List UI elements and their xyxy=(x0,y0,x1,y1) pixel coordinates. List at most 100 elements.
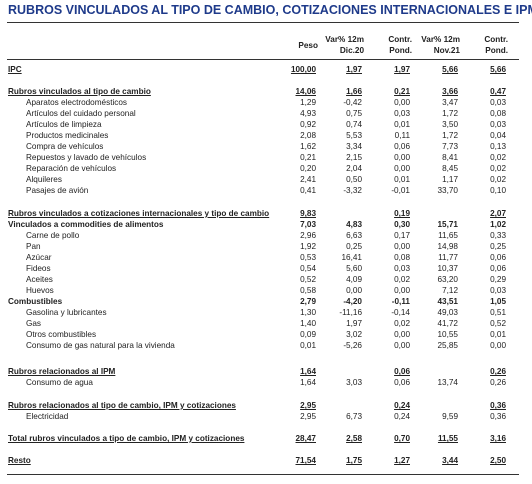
column-header-line2: Nov.21 xyxy=(433,46,460,55)
table-row: Resto 71,54 1,75 1,27 3,44 2,50 xyxy=(0,455,532,466)
column-header: Contr. Pond. xyxy=(370,34,412,56)
row-label: Rubros vinculados a cotizaciones interna… xyxy=(8,209,270,218)
row-value: 0,54 xyxy=(300,264,316,273)
row-value: 28,47 xyxy=(295,434,317,443)
row-value: 2,08 xyxy=(300,131,316,140)
row-label: Resto xyxy=(8,456,31,465)
row-value: 1,62 xyxy=(300,142,316,151)
table-row: Alquileres 2,41 0,50 0,01 1,17 0,02 xyxy=(0,174,532,185)
row-value: 0,36 xyxy=(490,401,506,410)
row-value: 0,06 xyxy=(394,142,410,151)
row-label: Combustibles xyxy=(8,297,63,306)
row-value: 0,52 xyxy=(300,275,316,284)
row-value: 5,66 xyxy=(442,65,458,74)
row-value: 10,55 xyxy=(437,330,459,339)
row-value: 8,41 xyxy=(442,153,458,162)
row-label: Aparatos electrodomésticos xyxy=(26,98,128,107)
row-value: 11,77 xyxy=(438,253,458,262)
row-value: 0,10 xyxy=(490,186,506,195)
row-value: 0,02 xyxy=(394,275,410,284)
row-value: 3,03 xyxy=(346,378,362,387)
row-value: 3,34 xyxy=(346,142,362,151)
row-value: 0,21 xyxy=(300,153,316,162)
row-value: 0,17 xyxy=(394,231,410,240)
row-value: 0,01 xyxy=(490,330,506,339)
row-value: -4,20 xyxy=(343,297,362,306)
row-value: 1,29 xyxy=(300,98,316,107)
row-value: 41,72 xyxy=(437,319,459,328)
row-value: 0,13 xyxy=(490,142,506,151)
row-value: 7,12 xyxy=(442,286,458,295)
table-row: Aceites 0,52 4,09 0,02 63,20 0,29 xyxy=(0,274,532,285)
row-value: 2,04 xyxy=(346,164,362,173)
row-value: 0,03 xyxy=(394,109,410,118)
row-value: 0,02 xyxy=(394,319,410,328)
row-value: 0,06 xyxy=(394,378,410,387)
bottom-rule xyxy=(7,474,519,475)
column-header: Var% 12m Nov.21 xyxy=(418,34,460,56)
row-value: 0,20 xyxy=(300,164,316,173)
row-value: 0,06 xyxy=(490,253,506,262)
table-row: Otros combustibles 0,09 3,02 0,00 10,55 0,01 xyxy=(0,329,532,340)
row-value: 0,04 xyxy=(490,131,506,140)
row-label: Aceites xyxy=(26,275,53,284)
row-label: Pasajes de avión xyxy=(26,186,89,195)
row-value: 0,70 xyxy=(394,434,410,443)
row-value: 2,96 xyxy=(300,231,316,240)
row-value: 16,41 xyxy=(341,253,363,262)
row-value: 15,71 xyxy=(437,220,459,229)
table-row: Huevos 0,58 0,00 0,00 7,12 0,03 xyxy=(0,285,532,296)
row-value: 0,00 xyxy=(346,286,362,295)
row-label: IPC xyxy=(8,65,22,74)
table-row: Consumo de gas natural para la vivienda 0… xyxy=(0,340,532,351)
table-row: Fideos 0,54 5,60 0,03 10,37 0,06 xyxy=(0,263,532,274)
row-value: 0,24 xyxy=(394,401,410,410)
row-value: 0,26 xyxy=(490,367,506,376)
row-value: 14,98 xyxy=(437,242,459,251)
row-value: 1,72 xyxy=(442,109,458,118)
row-value: 1,64 xyxy=(300,367,316,376)
row-value: 3,66 xyxy=(442,87,458,96)
row-value: -3,32 xyxy=(343,186,362,195)
row-value: 0,47 xyxy=(490,87,506,96)
column-header-line2: Pond. xyxy=(389,46,412,55)
row-value: 0,50 xyxy=(346,175,362,184)
row-value: 0,24 xyxy=(394,412,410,421)
table-row: Gas 1,40 1,97 0,02 41,72 0,52 xyxy=(0,318,532,329)
row-value: 0,06 xyxy=(394,367,410,376)
row-label: Alquileres xyxy=(26,175,62,184)
row-label: Gas xyxy=(26,319,42,328)
row-label: Consumo de gas natural para la vivienda xyxy=(26,341,175,350)
row-value: 0,58 xyxy=(300,286,316,295)
row-value: 4,83 xyxy=(346,220,362,229)
row-label: Consumo de agua xyxy=(26,378,93,387)
table-row: Pasajes de avión 0,41 -3,32 -0,01 33,70 0,10 xyxy=(0,185,532,196)
row-label: Carne de pollo xyxy=(26,231,80,240)
row-value: 25,85 xyxy=(437,341,459,350)
row-value: 1,97 xyxy=(394,65,410,74)
table-row: Rubros vinculados a cotizaciones interna… xyxy=(0,208,532,219)
table-row: Rubros vinculados al tipo de cambio 14,06… xyxy=(0,86,532,97)
row-value: 0,92 xyxy=(300,120,316,129)
row-label: Repuestos y lavado de vehículos xyxy=(26,153,147,162)
row-value: 0,08 xyxy=(490,109,506,118)
row-value: 2,41 xyxy=(300,175,316,184)
row-value: 63,20 xyxy=(437,275,459,284)
row-label: Fideos xyxy=(26,264,51,273)
row-value: 0,03 xyxy=(490,98,506,107)
row-value: 0,11 xyxy=(394,131,410,140)
row-value: 0,00 xyxy=(394,330,410,339)
row-value: 0,00 xyxy=(394,153,410,162)
row-label: Productos medicinales xyxy=(26,131,109,140)
row-label: Otros combustibles xyxy=(26,330,97,339)
row-value: 0,41 xyxy=(300,186,316,195)
row-value: 8,45 xyxy=(442,164,458,173)
table-row: Repuestos y lavado de vehículos 0,21 2,15 0… xyxy=(0,152,532,163)
row-label: Huevos xyxy=(26,286,54,295)
row-label: Vinculados a commodities de alimentos xyxy=(8,220,164,229)
row-value: 1,64 xyxy=(300,378,316,387)
table-row: Total rubros vinculados a tipo de cambio… xyxy=(0,433,532,444)
row-value: 11,55 xyxy=(437,434,458,443)
row-value: 0,00 xyxy=(394,98,410,107)
table-row: Artículos de limpieza 0,92 0,74 0,01 3,50 0,0… xyxy=(0,119,532,130)
